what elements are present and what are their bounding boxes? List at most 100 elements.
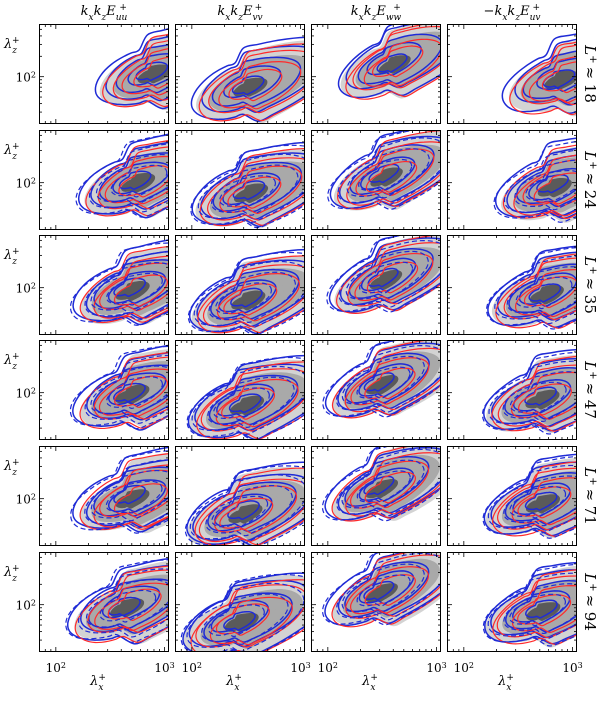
blue-dashed-contour (90, 469, 169, 522)
blue-dashed-contour (193, 260, 305, 331)
panel-frame (447, 552, 577, 652)
panel-ticks (447, 235, 577, 335)
panel-1-1 (94, 27, 169, 111)
red-solid-contour (347, 242, 441, 307)
panel-ticks (311, 130, 441, 230)
blue-solid-contour (338, 135, 441, 204)
red-solid-contour (209, 596, 293, 646)
row-label: L+≈ 71 (581, 466, 598, 525)
row-label: L+≈ 94 (581, 572, 598, 631)
red-solid-contour (517, 486, 572, 519)
blue-dashed-contour (99, 589, 157, 623)
blue-solid-contour (93, 259, 169, 310)
x-tick-label: 102 (182, 661, 202, 676)
blue-solid-contour (94, 27, 169, 110)
panel-ticks (39, 446, 169, 546)
y-axis-label: λz+ (3, 564, 20, 584)
blue-dashed-contour (341, 459, 425, 510)
panel-ticks (447, 340, 577, 440)
blue-dashed-contour (358, 158, 413, 192)
panel-frame (175, 552, 305, 652)
red-solid-contour (364, 367, 416, 400)
panel-frame (447, 446, 577, 546)
blue-solid-contour (344, 352, 430, 404)
red-solid-contour (513, 154, 577, 217)
red-solid-contour (194, 467, 305, 546)
blue-dashed-contour (70, 450, 169, 534)
red-solid-contour (195, 584, 305, 648)
panel-frame (175, 446, 305, 546)
panel-2-2 (190, 141, 305, 229)
column-title: kxkzEww+ (351, 3, 402, 23)
grey-filled-contour (365, 583, 398, 603)
blue-dashed-contour (90, 262, 169, 314)
blue-dashed-contour (186, 356, 305, 440)
red-solid-contour (114, 375, 169, 408)
x-axis-label: λx+ (497, 673, 514, 693)
red-solid-contour (352, 25, 441, 91)
row-label: L+≈ 18 (581, 44, 598, 103)
panel-3-2 (187, 248, 305, 335)
blue-solid-contour (536, 57, 577, 92)
red-solid-contour (197, 255, 305, 334)
blue-solid-contour (210, 268, 300, 320)
x-axis-label: λx+ (361, 673, 378, 693)
panel-5-2 (184, 461, 305, 546)
blue-solid-contour (337, 552, 441, 618)
red-solid-contour (521, 44, 577, 106)
blue-solid-contour (90, 141, 169, 210)
panel-3-1 (69, 239, 169, 326)
panel-1-2 (190, 36, 305, 124)
blue-dashed-contour (191, 365, 305, 436)
blue-solid-contour (211, 56, 302, 108)
panel-6-2 (180, 572, 305, 652)
blue-solid-contour (337, 342, 441, 411)
blue-dashed-contour (77, 568, 169, 638)
red-solid-contour (202, 264, 305, 328)
red-solid-contour (503, 257, 577, 321)
blue-dashed-contour (341, 355, 425, 407)
blue-dashed-contour (503, 583, 577, 635)
blue-dashed-contour (337, 137, 441, 206)
panel-frame (447, 130, 577, 230)
panel-frame (39, 24, 169, 124)
panel-ticks (39, 130, 169, 230)
blue-dashed-contour (358, 261, 414, 294)
blue-solid-contour (232, 180, 266, 201)
panel-frame (175, 340, 305, 440)
blue-dashed-contour (90, 365, 169, 417)
row-label: L+≈ 35 (581, 255, 598, 314)
blue-dashed-contour (85, 579, 169, 631)
red-solid-contour (349, 566, 430, 615)
panel-6-3 (321, 552, 441, 628)
red-solid-contour (364, 471, 417, 504)
red-solid-contour (104, 155, 169, 205)
red-solid-contour (223, 283, 278, 316)
red-solid-contour (345, 24, 441, 100)
panel-5-1 (70, 446, 169, 534)
blue-dashed-contour (503, 475, 577, 527)
blue-dashed-contour (184, 465, 305, 546)
panel-frame (447, 235, 577, 335)
panel-ticks (175, 340, 305, 440)
blue-solid-contour (108, 372, 167, 406)
y-axis-label: λz+ (3, 247, 20, 267)
column-title: kxkzEuu+ (81, 3, 128, 23)
panel-ticks (39, 24, 169, 124)
panel-6-4 (482, 561, 577, 648)
panel-2-1 (75, 133, 169, 219)
panel-frame (311, 552, 441, 652)
red-solid-contour (118, 165, 169, 198)
panel-frame (447, 24, 577, 124)
y-tick-label: 102 (16, 281, 36, 296)
blue-solid-contour (212, 161, 303, 213)
panel-ticks (175, 24, 305, 124)
blue-dashed-contour (110, 164, 168, 198)
blue-dashed-contour (197, 153, 305, 223)
blue-dashed-contour (341, 563, 425, 614)
blue-dashed-contour (180, 573, 305, 652)
red-solid-contour (364, 574, 416, 606)
grey-filled-contour (529, 284, 564, 305)
panel-ticks (175, 446, 305, 546)
blue-solid-contour (191, 141, 305, 228)
